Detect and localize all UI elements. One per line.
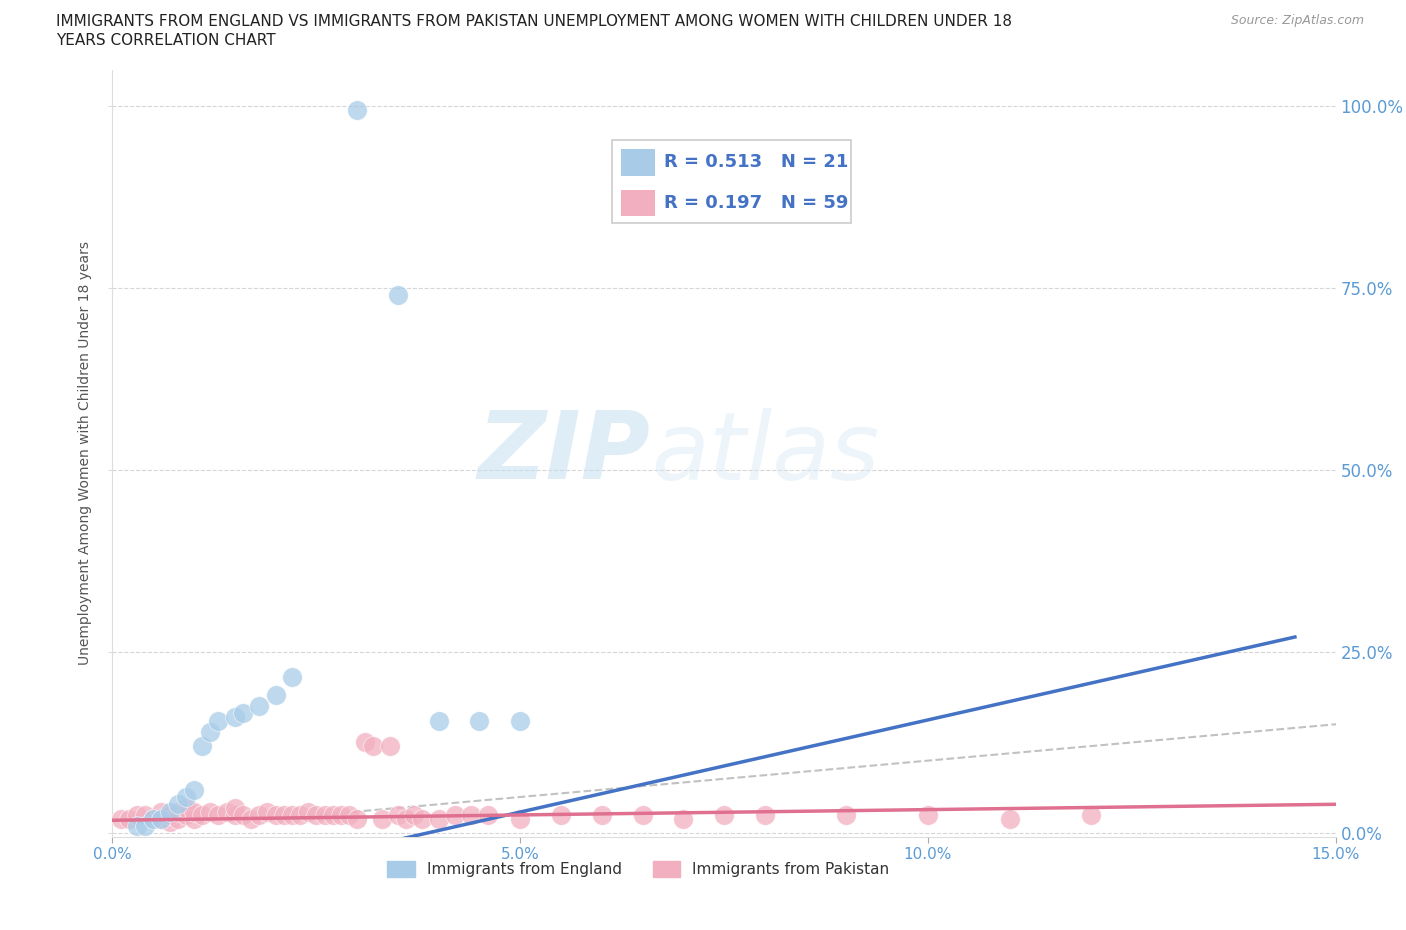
Point [142,811,165,826]
Point [224,808,246,823]
Point [468,713,491,728]
Point [404,808,426,823]
Point [411,811,433,826]
Point [166,811,188,826]
Point [337,808,360,823]
Point [370,811,392,826]
Point [159,804,181,819]
Point [224,801,246,816]
Point [134,818,156,833]
Point [166,797,188,812]
Point [444,808,467,823]
Point [174,808,197,823]
Point [346,102,368,117]
Point [460,808,482,823]
Point [314,808,336,823]
Point [200,724,222,739]
Point [288,808,311,823]
Point [166,804,188,819]
Point [322,808,344,823]
Text: YEARS CORRELATION CHART: YEARS CORRELATION CHART [56,33,276,47]
Point [232,808,254,823]
FancyBboxPatch shape [612,140,852,222]
FancyBboxPatch shape [621,190,655,216]
Text: IMMIGRANTS FROM ENGLAND VS IMMIGRANTS FROM PAKISTAN UNEMPLOYMENT AMONG WOMEN WIT: IMMIGRANTS FROM ENGLAND VS IMMIGRANTS FR… [56,14,1012,29]
Point [273,808,295,823]
Point [387,287,409,302]
Point [395,811,418,826]
Text: R = 0.197   N = 59: R = 0.197 N = 59 [665,193,849,212]
Point [191,738,214,753]
Point [305,808,328,823]
Point [672,811,695,826]
Point [387,808,409,823]
Point [183,782,205,797]
Point [346,811,368,826]
Point [224,710,246,724]
Text: Source: ZipAtlas.com: Source: ZipAtlas.com [1230,14,1364,27]
Point [509,811,531,826]
Point [354,735,377,750]
Point [118,811,141,826]
Point [256,804,278,819]
Point [125,808,148,823]
Point [631,808,654,823]
Point [509,713,531,728]
Point [281,670,304,684]
Point [142,811,165,826]
Point [713,808,735,823]
Point [297,804,319,819]
Text: ZIP: ZIP [478,407,651,499]
Point [207,808,229,823]
Point [917,808,939,823]
Point [329,808,352,823]
Point [240,811,263,826]
Y-axis label: Unemployment Among Women with Children Under 18 years: Unemployment Among Women with Children U… [79,242,93,665]
Point [159,815,181,830]
Point [174,801,197,816]
Point [363,738,385,753]
Point [232,706,254,721]
Point [200,804,222,819]
Point [427,811,450,826]
Point [550,808,572,823]
Point [264,688,287,703]
Point [247,808,270,823]
Point [110,811,132,826]
Text: atlas: atlas [651,408,879,498]
Point [150,811,173,826]
Point [835,808,858,823]
Legend: Immigrants from England, Immigrants from Pakistan: Immigrants from England, Immigrants from… [381,855,896,884]
Point [150,811,173,826]
Point [247,698,270,713]
Point [174,790,197,804]
Point [191,808,214,823]
Point [754,808,776,823]
Point [183,811,205,826]
Point [215,804,238,819]
Point [427,713,450,728]
Point [477,808,499,823]
Text: R = 0.513   N = 21: R = 0.513 N = 21 [665,153,849,171]
Point [125,818,148,833]
Point [150,804,173,819]
Point [1080,808,1102,823]
Point [591,808,613,823]
Point [998,811,1021,826]
Point [378,738,401,753]
Point [183,804,205,819]
Point [134,808,156,823]
FancyBboxPatch shape [621,150,655,176]
Point [207,713,229,728]
Point [159,808,181,823]
Point [281,808,304,823]
Point [264,808,287,823]
